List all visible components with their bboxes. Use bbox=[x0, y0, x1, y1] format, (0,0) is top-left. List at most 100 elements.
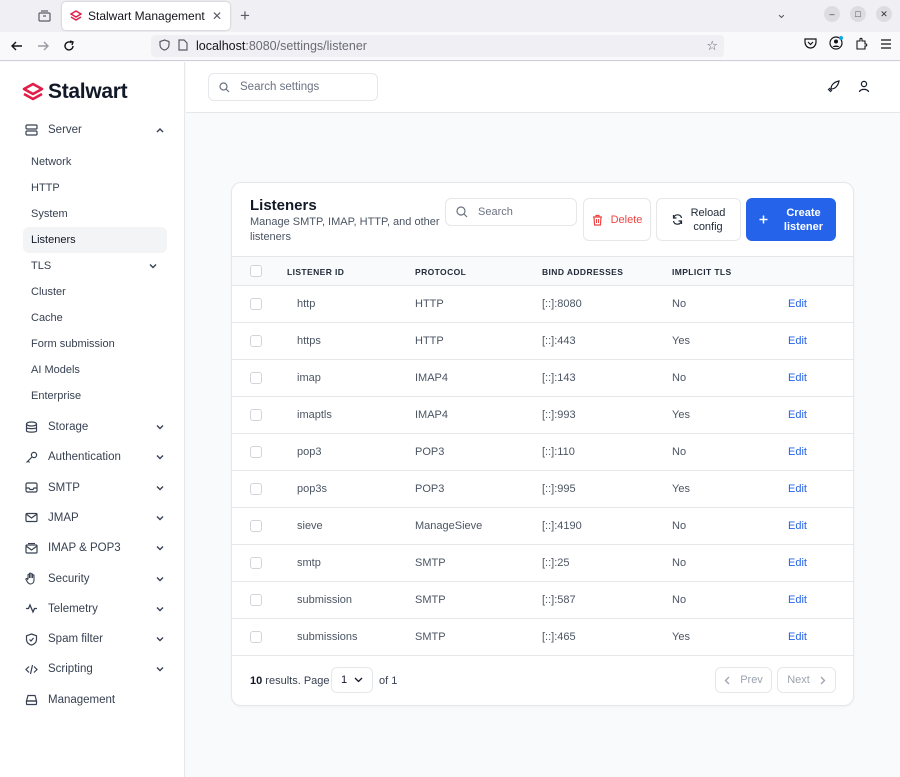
sidebar-item-authentication[interactable]: Authentication bbox=[22, 444, 166, 470]
edit-link[interactable]: Edit bbox=[788, 594, 807, 606]
column-header-bind-addresses[interactable]: BIND ADDRESSES bbox=[542, 267, 624, 277]
stalwart-logo[interactable]: Stalwart bbox=[22, 80, 128, 104]
url-bar[interactable]: localhost:8080/settings/listener ☆ bbox=[151, 35, 724, 57]
row-checkbox[interactable] bbox=[250, 409, 262, 421]
chevron-down-icon bbox=[354, 677, 363, 683]
cell-implicit-tls: Yes bbox=[672, 483, 690, 495]
sidebar-item-tls[interactable]: TLS bbox=[23, 253, 167, 279]
sidebar-item-storage[interactable]: Storage bbox=[22, 414, 166, 440]
sidebar-item-cache[interactable]: Cache bbox=[23, 305, 167, 331]
select-all-checkbox[interactable] bbox=[250, 265, 262, 277]
rocket-icon[interactable] bbox=[827, 80, 840, 98]
sidebar-item-security[interactable]: Security bbox=[22, 566, 166, 592]
column-header-protocol[interactable]: PROTOCOL bbox=[415, 267, 467, 277]
table-row[interactable]: http HTTP [::]:8080 No Edit bbox=[232, 286, 853, 323]
row-checkbox[interactable] bbox=[250, 483, 262, 495]
account-icon[interactable] bbox=[829, 36, 843, 53]
column-header-listener-id[interactable]: LISTENER ID bbox=[287, 267, 345, 277]
table-row[interactable]: submission SMTP [::]:587 No Edit bbox=[232, 582, 853, 619]
sidebar-item-jmap[interactable]: JMAP bbox=[22, 505, 166, 531]
forward-icon[interactable] bbox=[30, 35, 56, 57]
row-checkbox[interactable] bbox=[250, 298, 262, 310]
edit-link[interactable]: Edit bbox=[788, 409, 807, 421]
sidebar-item-label: HTTP bbox=[31, 182, 60, 194]
tab-close-icon[interactable]: ✕ bbox=[211, 9, 222, 23]
table-row[interactable]: https HTTP [::]:443 Yes Edit bbox=[232, 323, 853, 360]
pocket-icon[interactable] bbox=[804, 37, 817, 52]
page-select[interactable]: 1 bbox=[331, 667, 373, 693]
tab-list-chevron-icon[interactable]: ⌄ bbox=[776, 6, 787, 21]
table-row[interactable]: imaptls IMAP4 [::]:993 Yes Edit bbox=[232, 397, 853, 434]
sidebar-item-imap-pop3[interactable]: IMAP & POP3 bbox=[22, 535, 166, 561]
prev-label: Prev bbox=[740, 674, 763, 686]
table-row[interactable]: submissions SMTP [::]:465 Yes Edit bbox=[232, 619, 853, 656]
cell-protocol: SMTP bbox=[415, 557, 446, 569]
cell-listener-id: http bbox=[297, 298, 316, 310]
table-row[interactable]: pop3s POP3 [::]:995 Yes Edit bbox=[232, 471, 853, 508]
row-checkbox[interactable] bbox=[250, 372, 262, 384]
minimize-icon[interactable]: – bbox=[824, 6, 840, 22]
settings-search-input[interactable]: Search settings bbox=[208, 73, 378, 101]
telemetry-icon bbox=[24, 602, 38, 616]
shield-icon[interactable] bbox=[159, 38, 170, 54]
sidebar-item-ai-models[interactable]: AI Models bbox=[23, 357, 167, 383]
cell-listener-id: submissions bbox=[297, 631, 358, 643]
sidebar-item-cluster[interactable]: Cluster bbox=[23, 279, 167, 305]
row-checkbox[interactable] bbox=[250, 520, 262, 532]
menu-icon[interactable] bbox=[880, 37, 892, 52]
edit-link[interactable]: Edit bbox=[788, 520, 807, 532]
next-page-button[interactable]: Next bbox=[777, 667, 836, 693]
row-checkbox[interactable] bbox=[250, 557, 262, 569]
sidebar-item-form-submission[interactable]: Form submission bbox=[23, 331, 167, 357]
sidebar-item-telemetry[interactable]: Telemetry bbox=[22, 596, 166, 622]
edit-link[interactable]: Edit bbox=[788, 335, 807, 347]
browser-tab[interactable]: Stalwart Management ✕ bbox=[62, 2, 230, 30]
new-tab-icon[interactable]: + bbox=[240, 6, 250, 25]
close-window-icon[interactable]: ✕ bbox=[876, 6, 892, 22]
edit-link[interactable]: Edit bbox=[788, 372, 807, 384]
url-host: localhost bbox=[196, 39, 246, 53]
sidebar-item-enterprise[interactable]: Enterprise bbox=[23, 383, 167, 409]
sidebar-item-system[interactable]: System bbox=[23, 201, 167, 227]
sidebar-item-smtp[interactable]: SMTP bbox=[22, 475, 166, 501]
cell-listener-id: https bbox=[297, 335, 321, 347]
table-row[interactable]: imap IMAP4 [::]:143 No Edit bbox=[232, 360, 853, 397]
row-checkbox[interactable] bbox=[250, 594, 262, 606]
edit-link[interactable]: Edit bbox=[788, 483, 807, 495]
sidebar-item-scripting[interactable]: Scripting bbox=[22, 656, 166, 682]
reload-icon[interactable] bbox=[56, 35, 82, 57]
page-icon[interactable] bbox=[178, 38, 188, 54]
maximize-icon[interactable]: □ bbox=[850, 6, 866, 22]
sidebar-item-network[interactable]: Network bbox=[23, 149, 167, 175]
row-checkbox[interactable] bbox=[250, 446, 262, 458]
sidebar-item-http[interactable]: HTTP bbox=[23, 175, 167, 201]
tab-overview-icon[interactable] bbox=[30, 4, 58, 28]
extensions-icon[interactable] bbox=[855, 37, 868, 53]
sidebar-item-label: Spam filter bbox=[48, 633, 103, 646]
row-checkbox[interactable] bbox=[250, 631, 262, 643]
edit-link[interactable]: Edit bbox=[788, 298, 807, 310]
listener-search-input[interactable]: Search bbox=[445, 198, 577, 226]
drive-icon bbox=[24, 693, 38, 707]
cell-implicit-tls: Yes bbox=[672, 631, 690, 643]
create-listener-button[interactable]: Create listener bbox=[746, 198, 836, 241]
brand-name: Stalwart bbox=[48, 80, 128, 103]
sidebar-item-management[interactable]: Management bbox=[22, 687, 166, 713]
sidebar-item-server[interactable]: Server bbox=[22, 117, 166, 143]
table-row[interactable]: smtp SMTP [::]:25 No Edit bbox=[232, 545, 853, 582]
user-icon[interactable] bbox=[858, 80, 870, 98]
bookmark-star-icon[interactable]: ☆ bbox=[706, 38, 718, 53]
prev-page-button[interactable]: Prev bbox=[715, 667, 772, 693]
edit-link[interactable]: Edit bbox=[788, 631, 807, 643]
reload-config-button[interactable]: Reload config bbox=[656, 198, 741, 241]
edit-link[interactable]: Edit bbox=[788, 446, 807, 458]
back-icon[interactable] bbox=[4, 35, 30, 57]
edit-link[interactable]: Edit bbox=[788, 557, 807, 569]
delete-button[interactable]: Delete bbox=[583, 198, 651, 241]
sidebar-item-listeners[interactable]: Listeners bbox=[23, 227, 167, 253]
row-checkbox[interactable] bbox=[250, 335, 262, 347]
table-row[interactable]: sieve ManageSieve [::]:4190 No Edit bbox=[232, 508, 853, 545]
column-header-implicit-tls[interactable]: IMPLICIT TLS bbox=[672, 267, 732, 277]
sidebar-item-spam-filter[interactable]: Spam filter bbox=[22, 626, 166, 652]
table-row[interactable]: pop3 POP3 [::]:110 No Edit bbox=[232, 434, 853, 471]
